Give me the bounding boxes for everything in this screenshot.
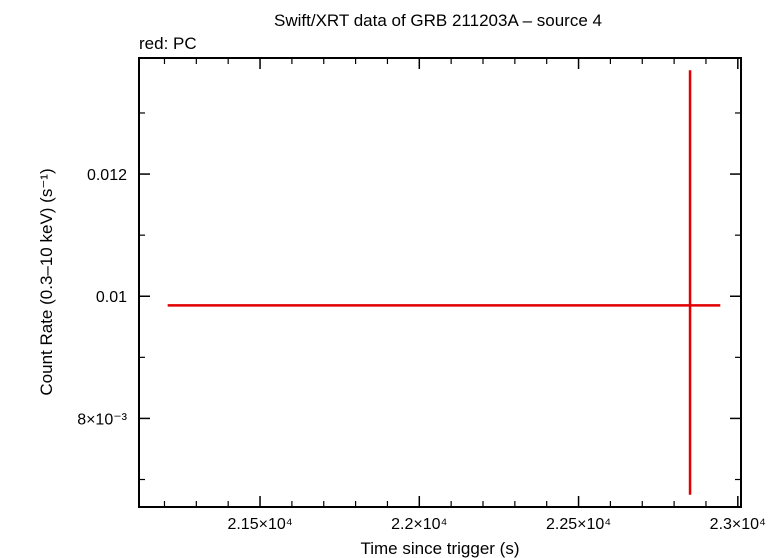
- x-tick-label: 2.3×10⁴: [710, 516, 766, 533]
- x-tick-label: 2.15×10⁴: [227, 516, 292, 533]
- x-axis-label: Time since trigger (s): [360, 539, 519, 558]
- x-axis: 2.15×10⁴ 2.2×10⁴ 2.25×10⁴ 2.3×10⁴: [163, 58, 766, 533]
- plot-frame: [138, 57, 742, 508]
- y-tick-label: 8×10⁻³: [77, 411, 127, 428]
- x-tick-label: 2.25×10⁴: [546, 516, 611, 533]
- y-tick-label: 0.012: [87, 167, 127, 184]
- y-axis: 8×10⁻³ 0.01 0.012: [77, 112, 741, 481]
- data-series: [167, 70, 721, 495]
- y-axis-label: Count Rate (0.3–10 keV) (s⁻¹): [37, 168, 56, 395]
- y-tick-label: 0.01: [96, 289, 127, 306]
- chart-title: Swift/XRT data of GRB 211203A – source 4: [274, 11, 602, 30]
- chart-subtitle: red: PC: [139, 34, 197, 53]
- x-tick-label: 2.2×10⁴: [391, 516, 447, 533]
